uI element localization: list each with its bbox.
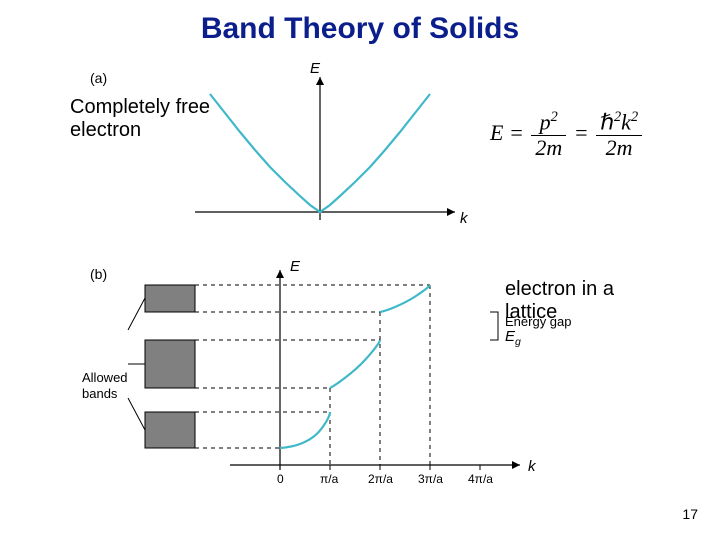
energy-gap-symbol: Eg [505, 328, 521, 348]
panel-a-label: (a) [90, 70, 107, 86]
bands-bracket [128, 298, 145, 430]
eq-equals-1: = [509, 120, 529, 145]
allowed-bands-group [145, 285, 195, 448]
page-title: Band Theory of Solids [0, 0, 720, 46]
tick-4: 4π/a [468, 472, 493, 486]
tick-1: π/a [320, 472, 338, 486]
allowed-bands-label: Allowed bands [82, 370, 128, 401]
lattice-dispersion-curves [280, 285, 430, 448]
panel-a-chart [180, 62, 460, 242]
panel-b-axes [230, 270, 520, 470]
eq-lhs: E [490, 120, 503, 145]
panel-b-x-label: k [528, 458, 536, 475]
tick-3: 3π/a [418, 472, 443, 486]
eq-equals-2: = [574, 120, 594, 145]
panel-a-y-label: E [310, 60, 320, 77]
dispersion-equation: E = p2 2m = ℏ2k2 2m [490, 110, 644, 160]
panel-a-x-label: k [460, 210, 468, 227]
page-number: 17 [682, 506, 698, 522]
eq-term2: ℏ2k2 2m [596, 110, 642, 160]
eq-term1: p2 2m [531, 110, 566, 160]
tick-2: 2π/a [368, 472, 393, 486]
tick-0: 0 [277, 472, 284, 486]
panel-b-chart [80, 270, 640, 500]
panel-b-y-label: E [290, 258, 300, 275]
energy-gap-bracket [490, 312, 498, 340]
